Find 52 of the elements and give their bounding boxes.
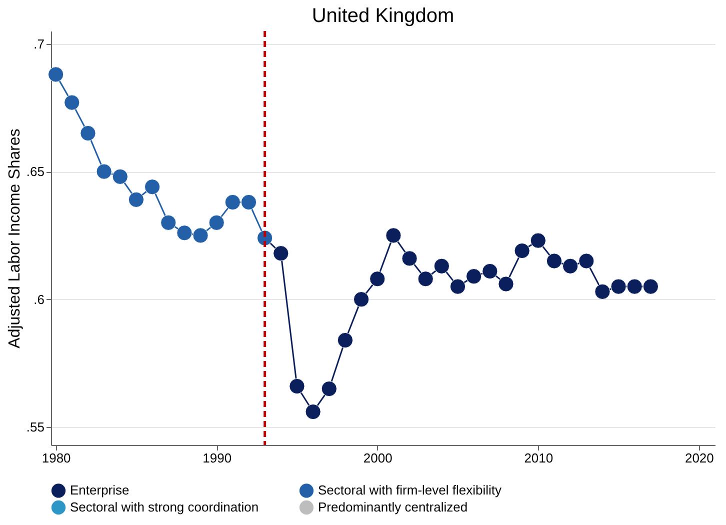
x-tick-label: 1990 bbox=[202, 450, 232, 466]
y-axis-title: Adjusted Labor Income Shares bbox=[6, 128, 24, 348]
point bbox=[128, 192, 144, 208]
legend-label: Sectoral with firm-level flexibility bbox=[318, 482, 502, 498]
chart-title: United Kingdom bbox=[312, 4, 454, 27]
point bbox=[562, 258, 578, 274]
legend-label: Sectoral with strong coordination bbox=[70, 500, 259, 514]
point bbox=[48, 66, 64, 82]
x-tick-label: 2020 bbox=[684, 450, 714, 466]
point bbox=[112, 168, 128, 184]
point bbox=[192, 228, 208, 244]
point bbox=[514, 242, 530, 259]
point bbox=[64, 94, 80, 110]
legend-label: Enterprise bbox=[70, 482, 130, 498]
point bbox=[80, 125, 96, 142]
point bbox=[305, 404, 321, 420]
point bbox=[626, 278, 642, 294]
point bbox=[160, 214, 176, 230]
x-tick-label: 2010 bbox=[524, 450, 554, 466]
x-tick-label: 2000 bbox=[363, 450, 392, 466]
point bbox=[610, 278, 626, 294]
point bbox=[273, 246, 289, 262]
point bbox=[240, 194, 257, 210]
point bbox=[498, 276, 514, 292]
x-tick-label: 1980 bbox=[42, 450, 71, 466]
point bbox=[144, 179, 160, 195]
point bbox=[337, 332, 354, 348]
point bbox=[434, 258, 450, 274]
point bbox=[176, 225, 192, 241]
point bbox=[96, 164, 112, 180]
point bbox=[208, 214, 224, 230]
point bbox=[370, 271, 386, 287]
y-tick-label: .7 bbox=[34, 36, 44, 52]
point bbox=[482, 263, 498, 280]
point bbox=[402, 250, 418, 266]
point bbox=[530, 232, 546, 248]
y-tick-label: .6 bbox=[34, 292, 44, 307]
point bbox=[450, 278, 466, 294]
point bbox=[386, 228, 402, 244]
point bbox=[224, 194, 241, 210]
point bbox=[546, 253, 562, 269]
point bbox=[594, 284, 610, 300]
point bbox=[353, 292, 370, 308]
y-tick-label: .55 bbox=[26, 420, 44, 435]
point bbox=[642, 278, 659, 294]
y-tick-label: .65 bbox=[26, 164, 44, 180]
point bbox=[578, 253, 594, 269]
point bbox=[418, 271, 434, 287]
legend-label: Predominantly centralized bbox=[318, 500, 468, 514]
point bbox=[321, 380, 337, 397]
point bbox=[289, 378, 305, 394]
point bbox=[466, 268, 482, 284]
